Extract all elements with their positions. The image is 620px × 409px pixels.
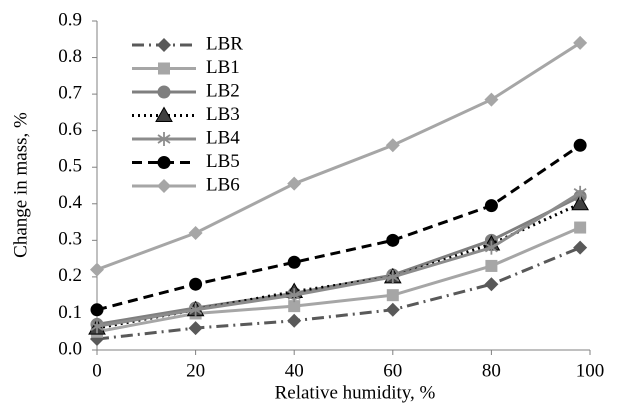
marker	[385, 302, 400, 317]
marker	[287, 288, 301, 303]
series-line	[96, 41, 581, 271]
x-tick-label: 80	[482, 360, 501, 381]
y-tick-label: 0.2	[58, 265, 82, 286]
legend-label: LB2	[206, 80, 240, 101]
series-line	[96, 144, 581, 312]
marker	[484, 199, 498, 213]
marker	[385, 138, 400, 153]
marker	[158, 62, 170, 75]
marker	[157, 132, 171, 146]
x-tick-label: 40	[285, 360, 304, 381]
marker	[573, 240, 588, 255]
series-line	[96, 246, 581, 341]
marker	[189, 277, 203, 291]
legend-label: LB6	[206, 174, 240, 195]
y-tick-label: 0.5	[58, 156, 82, 177]
marker	[155, 106, 173, 122]
y-tick-label: 0.3	[58, 229, 82, 250]
marker	[157, 156, 171, 169]
marker-stroke	[386, 272, 400, 282]
x-tick-label: 100	[576, 360, 605, 381]
marker	[287, 255, 301, 269]
marker	[157, 85, 171, 99]
y-tick-label: 0.4	[58, 192, 82, 213]
y-tick-label: 0.1	[58, 302, 82, 323]
marker	[484, 92, 499, 107]
marker	[485, 259, 498, 272]
y-tick-label: 0.8	[58, 46, 82, 67]
marker	[287, 176, 302, 191]
legend-label: LBR	[206, 33, 243, 54]
y-tick-label: 0.0	[58, 338, 82, 359]
marker	[90, 262, 104, 277]
marker	[484, 277, 499, 292]
marker-stroke	[90, 321, 104, 331]
series-line	[96, 195, 581, 326]
series-line	[96, 226, 581, 334]
series-line	[96, 202, 581, 330]
y-tick-label: 0.6	[58, 119, 82, 140]
x-tick-label: 0	[92, 360, 102, 381]
legend-label: LB5	[206, 151, 240, 172]
marker-stroke	[157, 134, 171, 144]
y-tick-label: 0.7	[58, 82, 82, 103]
marker	[188, 321, 203, 336]
marker	[90, 303, 104, 317]
marker	[573, 138, 587, 152]
y-axis-title: Change in mass, %	[10, 112, 31, 258]
marker	[484, 240, 498, 255]
marker	[574, 221, 587, 234]
marker	[287, 313, 302, 328]
x-tick-label: 60	[383, 360, 402, 381]
legend-label: LB1	[206, 57, 240, 78]
x-tick-label: 20	[186, 360, 205, 381]
legend-label: LB4	[206, 127, 240, 148]
marker	[189, 302, 203, 317]
marker	[386, 289, 399, 302]
marker-stroke	[573, 188, 587, 198]
series-line	[96, 191, 581, 328]
x-axis-title: Relative humidity, %	[275, 382, 436, 403]
marker	[386, 233, 400, 247]
marker-stroke	[287, 290, 301, 300]
legend-label: LB3	[206, 104, 240, 125]
marker	[288, 300, 301, 313]
marker	[157, 38, 171, 52]
marker-stroke	[189, 305, 203, 315]
marker-stroke	[484, 242, 498, 253]
marker	[573, 185, 587, 200]
marker	[573, 35, 588, 50]
marker	[157, 179, 171, 193]
marker	[188, 226, 203, 241]
y-tick-label: 0.9	[58, 9, 82, 30]
marker	[386, 269, 400, 284]
marker	[571, 194, 590, 211]
marker	[90, 319, 104, 334]
